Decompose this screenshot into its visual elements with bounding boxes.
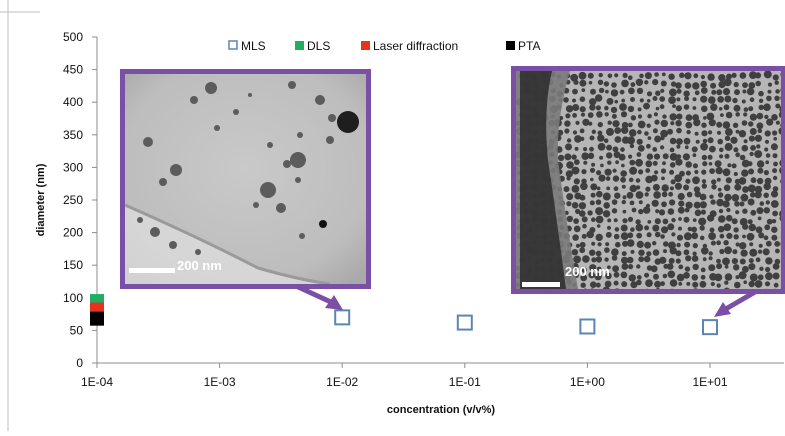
legend-label: DLS: [307, 39, 330, 53]
y-tick-label: 100: [63, 291, 83, 305]
x-tick-label: 1E-04: [81, 375, 113, 389]
legend-marker: [506, 41, 515, 50]
inset-image-left: 200 nm: [123, 72, 369, 287]
arrow-right-line: [724, 292, 755, 310]
y-axis-label: diameter (nm): [35, 163, 47, 236]
data-points: [90, 294, 717, 334]
y-tick-label: 450: [63, 63, 83, 77]
x-tick-label: 1E-02: [326, 375, 358, 389]
legend: MLS DLS Laser diffraction PTA: [229, 39, 540, 53]
y-tick-label: 400: [63, 95, 83, 109]
data-point-pta: [90, 312, 104, 326]
x-tick-label: 1E+00: [570, 375, 605, 389]
y-tick-label: 50: [70, 323, 84, 337]
x-ticks: 1E-04 1E-03 1E-02 1E-01 1E+00 1E+01: [81, 363, 728, 389]
legend-label: PTA: [518, 39, 540, 53]
y-tick-label: 0: [76, 356, 83, 370]
y-tick-label: 350: [63, 128, 83, 142]
inset-left-scale-label: 200 nm: [177, 258, 222, 273]
y-tick-label: 500: [63, 30, 83, 44]
y-tick-label: 300: [63, 160, 83, 174]
inset-right-scale-label: 200 nm: [565, 264, 610, 279]
legend-label: MLS: [241, 39, 266, 53]
x-axis-label: concentration (v/v%): [387, 404, 496, 416]
legend-marker: [361, 41, 370, 50]
data-point-mls: [458, 316, 472, 330]
data-point-mls: [335, 310, 349, 324]
x-tick-label: 1E+01: [692, 375, 727, 389]
y-tick-label: 250: [63, 193, 83, 207]
legend-marker: [229, 41, 237, 49]
y-tick-label: 150: [63, 258, 83, 272]
data-point-mls: [703, 320, 717, 334]
y-tick-label: 200: [63, 226, 83, 240]
data-point-mls: [580, 319, 594, 333]
inset-image-right: 200 nm: [514, 69, 785, 298]
legend-label: Laser diffraction: [373, 39, 458, 53]
x-tick-label: 1E-01: [449, 375, 481, 389]
legend-marker: [295, 41, 304, 50]
x-tick-label: 1E-03: [204, 375, 236, 389]
